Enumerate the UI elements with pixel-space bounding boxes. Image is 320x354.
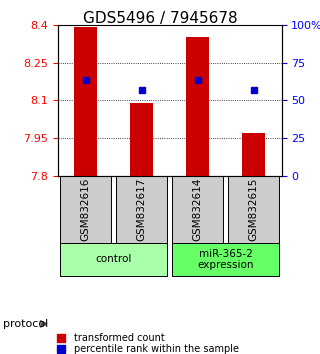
Text: GSM832615: GSM832615: [249, 178, 259, 241]
Bar: [131, 103, 153, 176]
Text: miR-365-2
expression: miR-365-2 expression: [197, 249, 254, 270]
Text: control: control: [95, 255, 132, 264]
FancyBboxPatch shape: [60, 243, 167, 276]
Text: GSM832616: GSM832616: [81, 178, 91, 241]
FancyBboxPatch shape: [172, 176, 223, 243]
Text: GSM832617: GSM832617: [137, 178, 147, 241]
Bar: [74, 27, 97, 176]
FancyBboxPatch shape: [172, 243, 279, 276]
FancyBboxPatch shape: [60, 176, 111, 243]
Text: transformed count: transformed count: [74, 333, 165, 343]
Text: GSM832614: GSM832614: [193, 178, 203, 241]
FancyBboxPatch shape: [228, 176, 279, 243]
Text: percentile rank within the sample: percentile rank within the sample: [74, 344, 239, 354]
Bar: [243, 133, 265, 176]
FancyBboxPatch shape: [116, 176, 167, 243]
Bar: [186, 38, 209, 176]
Text: GDS5496 / 7945678: GDS5496 / 7945678: [83, 11, 237, 25]
Text: protocol: protocol: [3, 319, 48, 329]
